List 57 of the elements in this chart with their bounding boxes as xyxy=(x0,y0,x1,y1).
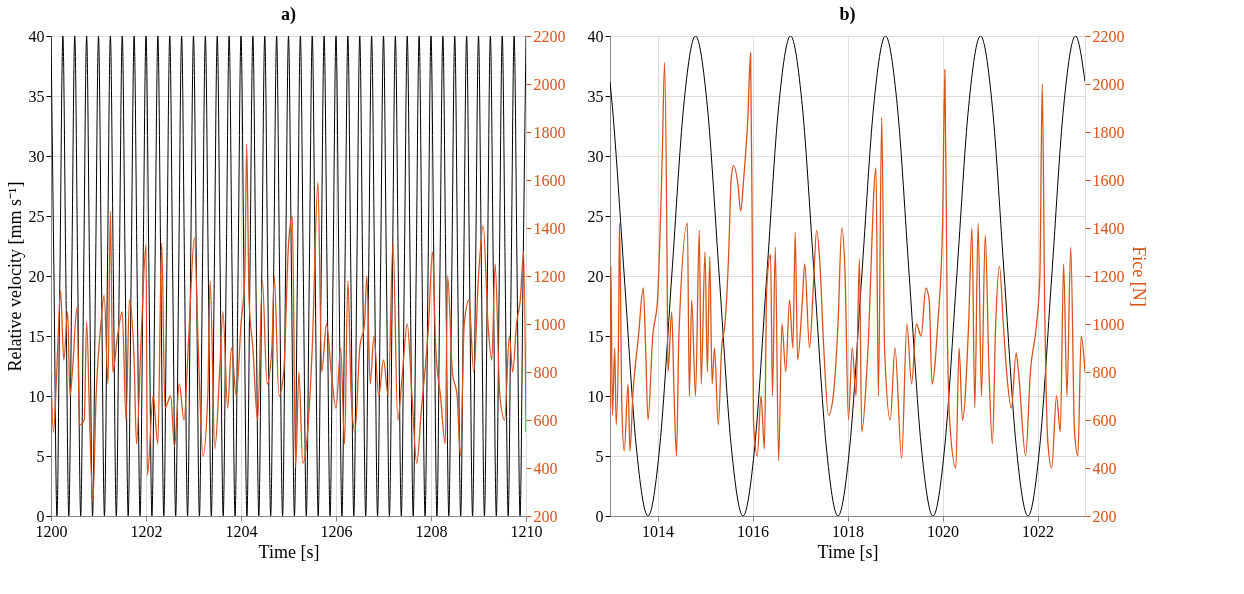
y-tick-label: 40 xyxy=(587,27,604,45)
y2-tick-label: 1200 xyxy=(533,267,566,285)
y-tick-label: 35 xyxy=(28,87,45,105)
y2-tick-label: 1800 xyxy=(533,123,566,141)
y2-tick-label: 2200 xyxy=(533,27,566,45)
y2-tick-label: 2000 xyxy=(533,75,566,93)
y2-tick-label: 1000 xyxy=(1092,315,1125,333)
y2-tick-label: 2200 xyxy=(1092,27,1125,45)
x-tick-label: 1014 xyxy=(642,522,674,540)
y-tick-label: 10 xyxy=(587,387,604,405)
x-tick-label: 1204 xyxy=(225,522,258,540)
y-tick-label: 25 xyxy=(587,207,604,225)
y-tick-label: 5 xyxy=(36,447,45,465)
y2-tick-label: 1000 xyxy=(533,315,566,333)
y-tick-label: 40 xyxy=(28,27,45,45)
x-tick-label: 1022 xyxy=(1022,522,1054,540)
y-tick-label: 30 xyxy=(587,147,604,165)
y2-tick-label: 400 xyxy=(533,459,558,477)
y-tick-label: 20 xyxy=(587,267,604,285)
x-tick-label: 1016 xyxy=(737,522,769,540)
y2-tick-label: 1600 xyxy=(1092,171,1125,189)
y2-tick-label: 600 xyxy=(533,411,558,429)
y-tick-label: 5 xyxy=(595,447,604,465)
y-tick-label: 15 xyxy=(28,327,45,345)
y-tick-label: 35 xyxy=(587,87,604,105)
y2-tick-label: 1800 xyxy=(1092,123,1125,141)
y2-tick-label: 800 xyxy=(1092,363,1117,381)
y2-tick-label: 1600 xyxy=(533,171,566,189)
x-tick-label: 1018 xyxy=(832,522,864,540)
y-axis-title: Relative velocity [mm s⁻¹] xyxy=(4,181,25,372)
y-tick-label: 30 xyxy=(28,147,45,165)
y2-tick-label: 1200 xyxy=(1092,267,1125,285)
y2-tick-label: 600 xyxy=(1092,411,1117,429)
y-tick-label: 25 xyxy=(28,207,45,225)
y2-tick-label: 2000 xyxy=(1092,75,1125,93)
x-tick-label: 1020 xyxy=(927,522,959,540)
x-tick-label: 1208 xyxy=(415,522,448,540)
x-tick-label: 1200 xyxy=(35,522,68,540)
x-tick-label: 1202 xyxy=(130,522,163,540)
chart-title: a) xyxy=(281,4,296,25)
y-tick-label: 0 xyxy=(36,507,45,525)
y2-axis-title: Fice [N] xyxy=(1128,246,1149,307)
y2-tick-label: 800 xyxy=(533,363,558,381)
y2-tick-label: 1400 xyxy=(533,219,566,237)
x-axis-title: Time [s] xyxy=(817,541,879,562)
x-tick-label: 1206 xyxy=(320,522,353,540)
y2-tick-label: 200 xyxy=(1092,507,1117,525)
y-tick-label: 10 xyxy=(28,387,45,405)
y2-tick-label: 400 xyxy=(1092,459,1117,477)
chart-title: b) xyxy=(839,4,856,25)
x-axis-title: Time [s] xyxy=(258,541,320,562)
y2-tick-label: 200 xyxy=(533,507,558,525)
y-tick-label: 15 xyxy=(587,327,604,345)
y-tick-label: 20 xyxy=(28,267,45,285)
x-tick-label: 1210 xyxy=(510,522,543,540)
y2-tick-label: 1400 xyxy=(1092,219,1125,237)
y-tick-label: 0 xyxy=(595,507,604,525)
